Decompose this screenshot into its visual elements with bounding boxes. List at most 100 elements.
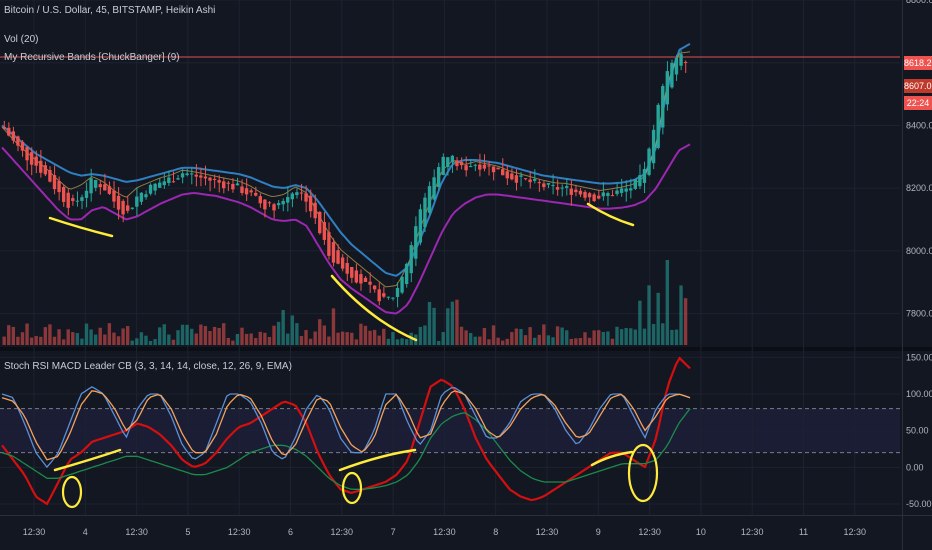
volume-bar xyxy=(656,292,660,345)
volume-bar xyxy=(304,330,308,345)
annotation-circle xyxy=(627,443,659,503)
candle-body xyxy=(103,184,107,191)
volume-bar xyxy=(606,331,610,345)
bands-indicator-label: My Recursive Bands [ChuckBanger] (9) xyxy=(4,52,180,63)
candle-body xyxy=(514,175,519,183)
candle-body xyxy=(276,203,281,206)
candle-body xyxy=(121,200,125,215)
volume-bar xyxy=(11,326,16,345)
legend-bands: My Recursive Bands [ChuckBanger] (9) xyxy=(4,52,184,63)
candle-body xyxy=(368,281,372,285)
candle-body xyxy=(231,183,235,190)
candle-body xyxy=(683,62,688,64)
candle-body xyxy=(135,196,139,207)
candle-body xyxy=(304,193,308,202)
annotations xyxy=(48,202,659,509)
volume-bar xyxy=(610,338,615,345)
candle-body xyxy=(583,191,587,198)
volume-bar xyxy=(505,338,509,345)
volume-bar xyxy=(359,323,363,345)
symbol-title: Bitcoin / U.S. Dollar, 45, BITSTAMP, Hei… xyxy=(4,5,216,16)
volume-bar xyxy=(153,339,157,345)
candle-body xyxy=(52,175,57,190)
volume-bar xyxy=(427,301,432,345)
candle-body xyxy=(359,274,363,284)
time-tick-label: 8 xyxy=(493,527,498,537)
candle-body xyxy=(674,57,679,75)
candle-body xyxy=(651,129,656,164)
candle-body xyxy=(25,147,29,161)
volume-bar xyxy=(16,336,20,345)
volume-bar xyxy=(423,325,427,345)
candle-body xyxy=(560,187,564,189)
candle-body xyxy=(455,160,459,167)
candle-body xyxy=(66,192,70,208)
volume-bar xyxy=(473,336,477,345)
candle-body xyxy=(144,194,148,198)
candle-body xyxy=(235,183,240,186)
volume-bar xyxy=(157,327,162,345)
volume-bar xyxy=(43,327,48,345)
volume-bar xyxy=(135,338,139,345)
volume-bar xyxy=(386,338,391,345)
volume-bar xyxy=(377,335,381,345)
volume-bar xyxy=(240,327,244,345)
candle-body xyxy=(157,182,162,188)
candle-body xyxy=(391,297,395,299)
osc-tick-label: -50.00 xyxy=(906,499,932,509)
volume-bar xyxy=(446,308,450,345)
legend-volume: Vol (20) xyxy=(4,34,42,45)
volume-bar xyxy=(400,338,404,345)
mid-band-line xyxy=(1,51,691,288)
candle-body xyxy=(624,188,628,192)
volume-bar xyxy=(354,339,359,345)
volume-bar xyxy=(25,323,29,345)
annotation-stroke xyxy=(48,216,114,238)
volume-bar xyxy=(199,324,203,345)
candle-body xyxy=(286,197,290,203)
time-tick-label: 12:30 xyxy=(228,527,251,537)
candle-body xyxy=(427,186,432,213)
volume-bar xyxy=(404,339,409,345)
candle-body xyxy=(542,183,546,188)
annotation-circle xyxy=(341,471,363,505)
volume-bar xyxy=(478,336,482,345)
candle-body xyxy=(263,199,267,210)
candle-body xyxy=(409,245,413,274)
volume-bar xyxy=(7,325,11,345)
time-tick-label: 12:30 xyxy=(844,527,867,537)
volume-bar xyxy=(48,324,52,345)
volume-bar xyxy=(619,329,624,345)
price-tick-label: 8200.00 xyxy=(906,183,932,193)
candle-body xyxy=(313,202,317,219)
candle-body xyxy=(148,184,153,194)
candle-body xyxy=(98,184,102,188)
volume-bar xyxy=(592,330,596,345)
second-price-tag: 8607.05 xyxy=(904,79,932,93)
candle-body xyxy=(661,86,665,128)
volume-bar xyxy=(615,326,619,345)
candle-body xyxy=(473,164,477,166)
time-tick-label: 4 xyxy=(83,527,88,537)
time-tick-label: 9 xyxy=(596,527,601,537)
volume-bar xyxy=(176,330,180,345)
time-tick-label: 12:30 xyxy=(331,527,354,537)
countdown-tag: 22:24 xyxy=(904,96,932,110)
candles xyxy=(2,50,688,308)
candle-body xyxy=(43,165,48,175)
candle-body xyxy=(89,178,93,194)
volume-bar xyxy=(514,328,519,345)
volume-bar xyxy=(537,334,541,345)
candle-body xyxy=(112,190,116,202)
candle-body xyxy=(75,200,80,202)
volume-bar xyxy=(2,336,6,345)
volume-bar xyxy=(372,329,377,345)
volume-bars xyxy=(2,260,688,345)
volume-bar xyxy=(436,340,441,345)
annotation-stroke xyxy=(590,450,634,467)
candle-body xyxy=(464,165,468,171)
candle-body xyxy=(194,174,198,177)
candle-body xyxy=(185,173,189,176)
candle-body xyxy=(130,207,134,209)
